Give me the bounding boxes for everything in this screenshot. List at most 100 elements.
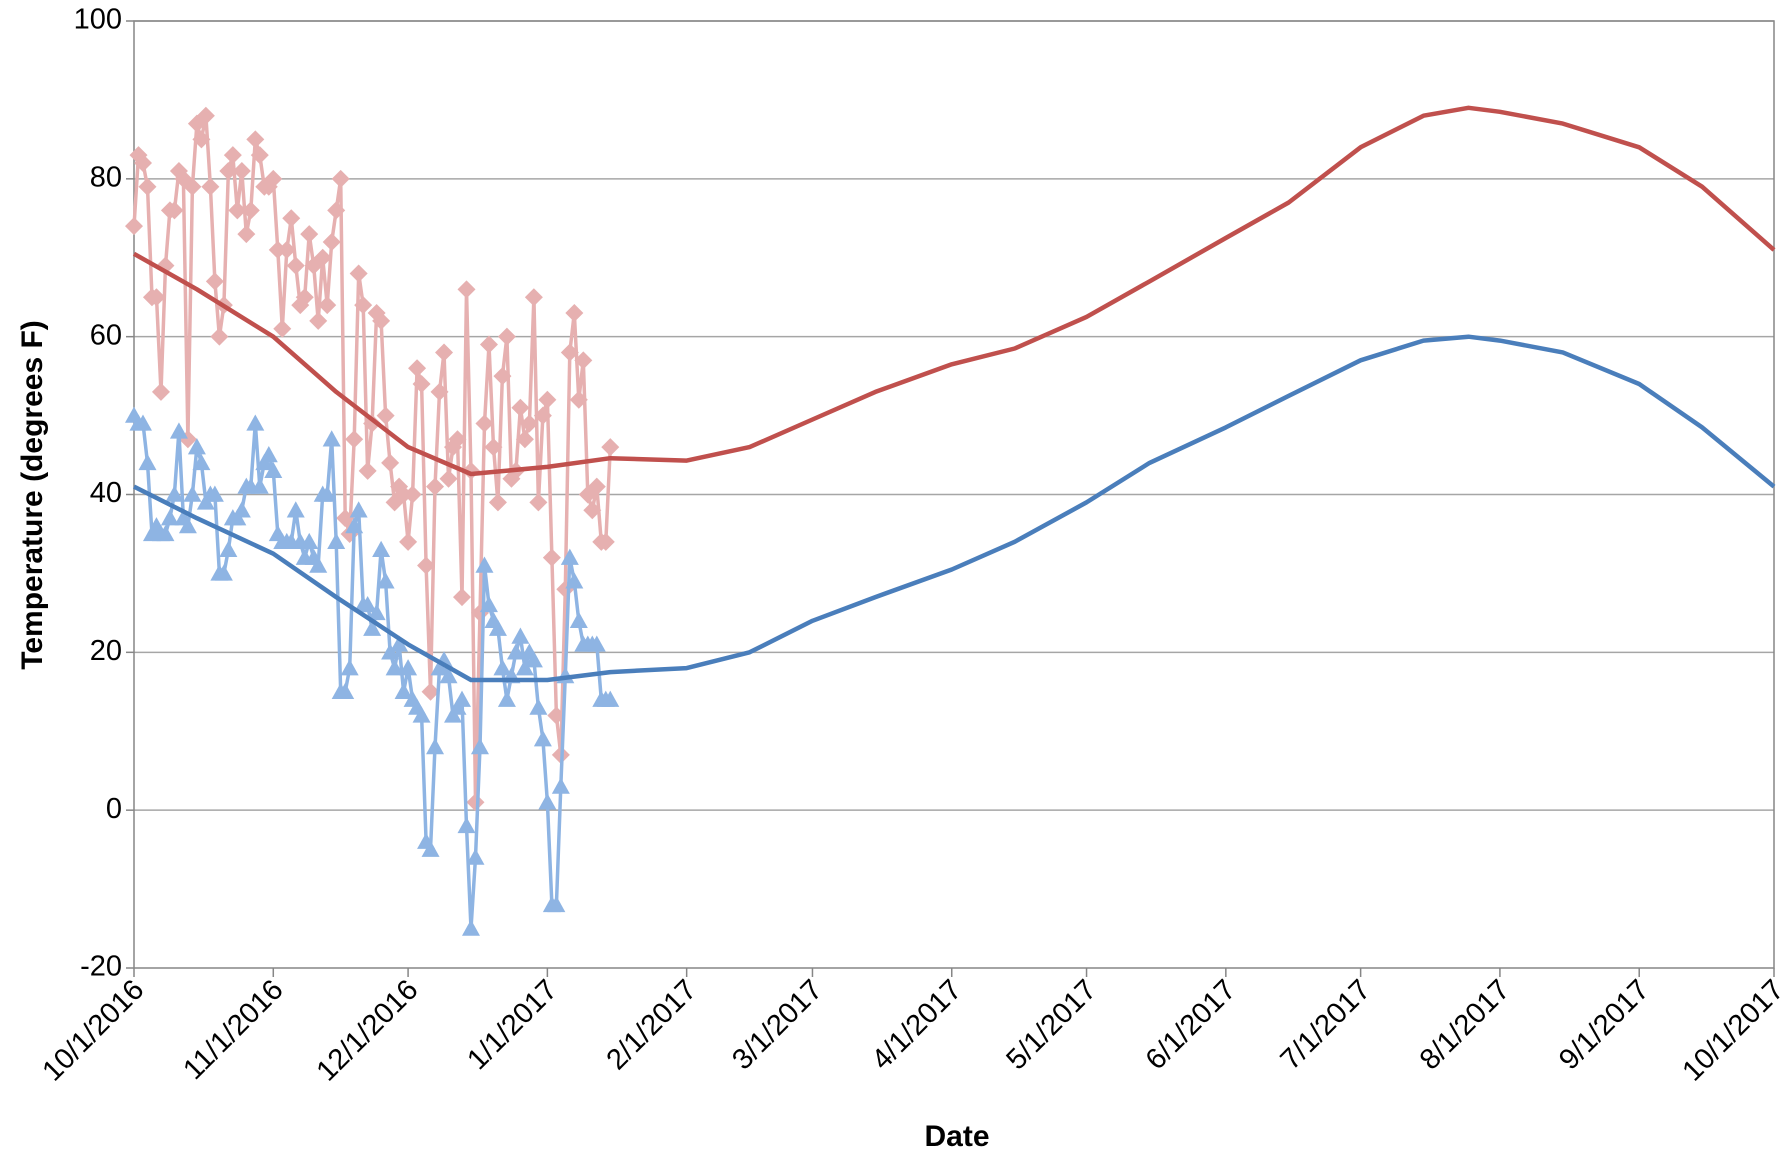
data-point bbox=[219, 540, 238, 557]
data-point bbox=[493, 367, 512, 386]
data-point bbox=[506, 643, 525, 660]
data-point bbox=[232, 161, 251, 180]
data-point bbox=[246, 130, 265, 149]
series-line bbox=[132, 105, 1776, 477]
x-tick-label: 9/1/2017 bbox=[1553, 974, 1655, 1076]
data-point bbox=[538, 390, 557, 409]
data-point bbox=[201, 177, 220, 196]
y-axis-title: Temperature (degrees F) bbox=[16, 320, 49, 670]
data-point bbox=[475, 414, 494, 433]
data-point bbox=[417, 556, 436, 575]
data-point bbox=[421, 840, 440, 857]
data-point bbox=[560, 548, 579, 565]
data-point bbox=[273, 319, 292, 338]
data-point bbox=[309, 556, 328, 573]
x-tick-label: 2/1/2017 bbox=[601, 974, 703, 1076]
series bbox=[132, 105, 1776, 477]
data-point bbox=[372, 311, 391, 330]
data-point bbox=[574, 351, 593, 370]
data-point bbox=[264, 461, 283, 479]
data-point bbox=[327, 532, 346, 550]
data-point bbox=[259, 446, 278, 463]
data-point bbox=[205, 485, 224, 502]
data-point bbox=[565, 572, 584, 589]
data-point bbox=[511, 627, 530, 644]
series bbox=[125, 406, 620, 936]
data-point bbox=[125, 217, 143, 236]
data-point bbox=[412, 375, 431, 394]
data-point bbox=[381, 453, 400, 472]
data-point bbox=[547, 895, 566, 913]
data-point bbox=[358, 461, 377, 480]
data-point bbox=[601, 438, 620, 457]
data-point bbox=[187, 438, 206, 455]
data-point bbox=[542, 548, 561, 567]
data-point bbox=[394, 682, 413, 699]
data-point bbox=[331, 169, 350, 188]
data-point bbox=[453, 588, 471, 607]
data-point bbox=[475, 556, 494, 573]
series-line bbox=[132, 334, 1776, 683]
data-point bbox=[569, 390, 588, 409]
data-point bbox=[237, 225, 256, 244]
data-point bbox=[403, 485, 422, 504]
data-point bbox=[147, 288, 166, 307]
data-point bbox=[461, 919, 480, 936]
data-point bbox=[363, 414, 382, 433]
data-point bbox=[327, 201, 346, 220]
x-tick-label: 4/1/2017 bbox=[866, 974, 968, 1076]
x-tick-label: 12/1/2016 bbox=[311, 974, 425, 1088]
data-point bbox=[484, 438, 503, 457]
data-point bbox=[336, 509, 355, 528]
y-tick-label: 100 bbox=[74, 4, 122, 36]
data-point bbox=[169, 422, 188, 439]
x-tick-label: 11/1/2016 bbox=[177, 974, 289, 1086]
data-point bbox=[439, 667, 458, 684]
data-point bbox=[313, 248, 332, 267]
series bbox=[132, 334, 1776, 683]
data-point bbox=[183, 485, 202, 502]
data-point bbox=[322, 430, 341, 447]
data-point bbox=[421, 682, 440, 701]
data-point bbox=[466, 848, 485, 865]
data-point bbox=[228, 201, 247, 220]
data-point bbox=[412, 706, 431, 723]
data-point bbox=[497, 690, 516, 707]
x-tick-label: 6/1/2017 bbox=[1140, 974, 1242, 1076]
data-point bbox=[192, 130, 211, 149]
data-point bbox=[345, 430, 364, 449]
data-point bbox=[529, 493, 548, 512]
data-point bbox=[138, 177, 157, 196]
data-point bbox=[390, 635, 409, 652]
data-point bbox=[165, 485, 184, 502]
data-point bbox=[601, 690, 620, 707]
data-point bbox=[466, 793, 485, 812]
data-point bbox=[551, 777, 570, 794]
x-tick-label: 7/1/2017 bbox=[1275, 974, 1377, 1076]
x-tick-label: 8/1/2017 bbox=[1414, 974, 1516, 1076]
data-point bbox=[192, 453, 211, 471]
data-point bbox=[457, 816, 476, 834]
data-point bbox=[133, 414, 152, 431]
x-tick-label: 10/1/2016 bbox=[37, 974, 151, 1088]
data-point bbox=[435, 343, 454, 362]
data-point bbox=[385, 659, 404, 676]
data-point bbox=[569, 611, 588, 628]
data-point bbox=[376, 572, 395, 589]
series bbox=[125, 106, 620, 812]
data-point bbox=[205, 272, 224, 291]
x-tick-label: 3/1/2017 bbox=[726, 974, 828, 1076]
data-point bbox=[547, 706, 566, 725]
data-point bbox=[560, 343, 579, 362]
data-point bbox=[488, 619, 507, 636]
x-axis-title: Date bbox=[924, 1120, 989, 1153]
data-point bbox=[286, 256, 305, 275]
data-point bbox=[277, 240, 296, 259]
y-tick-label: 40 bbox=[90, 477, 122, 509]
data-point bbox=[520, 414, 539, 433]
data-point bbox=[502, 469, 521, 488]
data-point bbox=[241, 201, 260, 220]
data-point bbox=[286, 501, 305, 518]
data-point bbox=[367, 603, 386, 621]
